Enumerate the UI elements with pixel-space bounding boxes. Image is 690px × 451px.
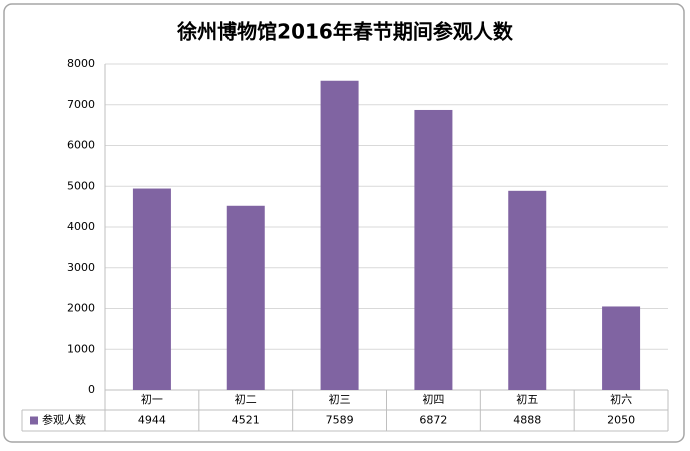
- bar: [226, 205, 265, 390]
- table-value: 7589: [326, 414, 354, 427]
- table-value: 4521: [232, 414, 260, 427]
- x-tick-label: 初一: [141, 392, 163, 406]
- x-tick-label: 初三: [329, 392, 351, 406]
- table-value: 4944: [138, 414, 166, 427]
- y-tick-label: 5000: [67, 179, 95, 192]
- y-tick-label: 4000: [67, 220, 95, 233]
- x-tick-label: 初六: [610, 392, 632, 406]
- legend-label: 参观人数: [42, 413, 86, 427]
- bar: [132, 188, 171, 390]
- y-tick-label: 0: [88, 383, 95, 396]
- y-tick-label: 8000: [67, 57, 95, 70]
- x-tick-label: 初四: [422, 392, 444, 406]
- y-tick-label: 2000: [67, 302, 95, 315]
- bar: [602, 306, 641, 390]
- table-value: 2050: [607, 414, 635, 427]
- y-tick-label: 7000: [67, 98, 95, 111]
- chart-title: 徐州博物馆2016年春节期间参观人数: [176, 20, 514, 44]
- bar: [320, 80, 359, 390]
- y-tick-label: 1000: [67, 342, 95, 355]
- x-tick-label: 初二: [235, 392, 257, 406]
- table-value: 4888: [513, 414, 541, 427]
- y-tick-label: 3000: [67, 261, 95, 274]
- legend-key: [30, 416, 38, 425]
- x-tick-label: 初五: [516, 392, 538, 406]
- y-tick-label: 6000: [67, 139, 95, 152]
- bar: [414, 109, 453, 390]
- bar: [508, 190, 547, 390]
- table-value: 6872: [419, 414, 447, 427]
